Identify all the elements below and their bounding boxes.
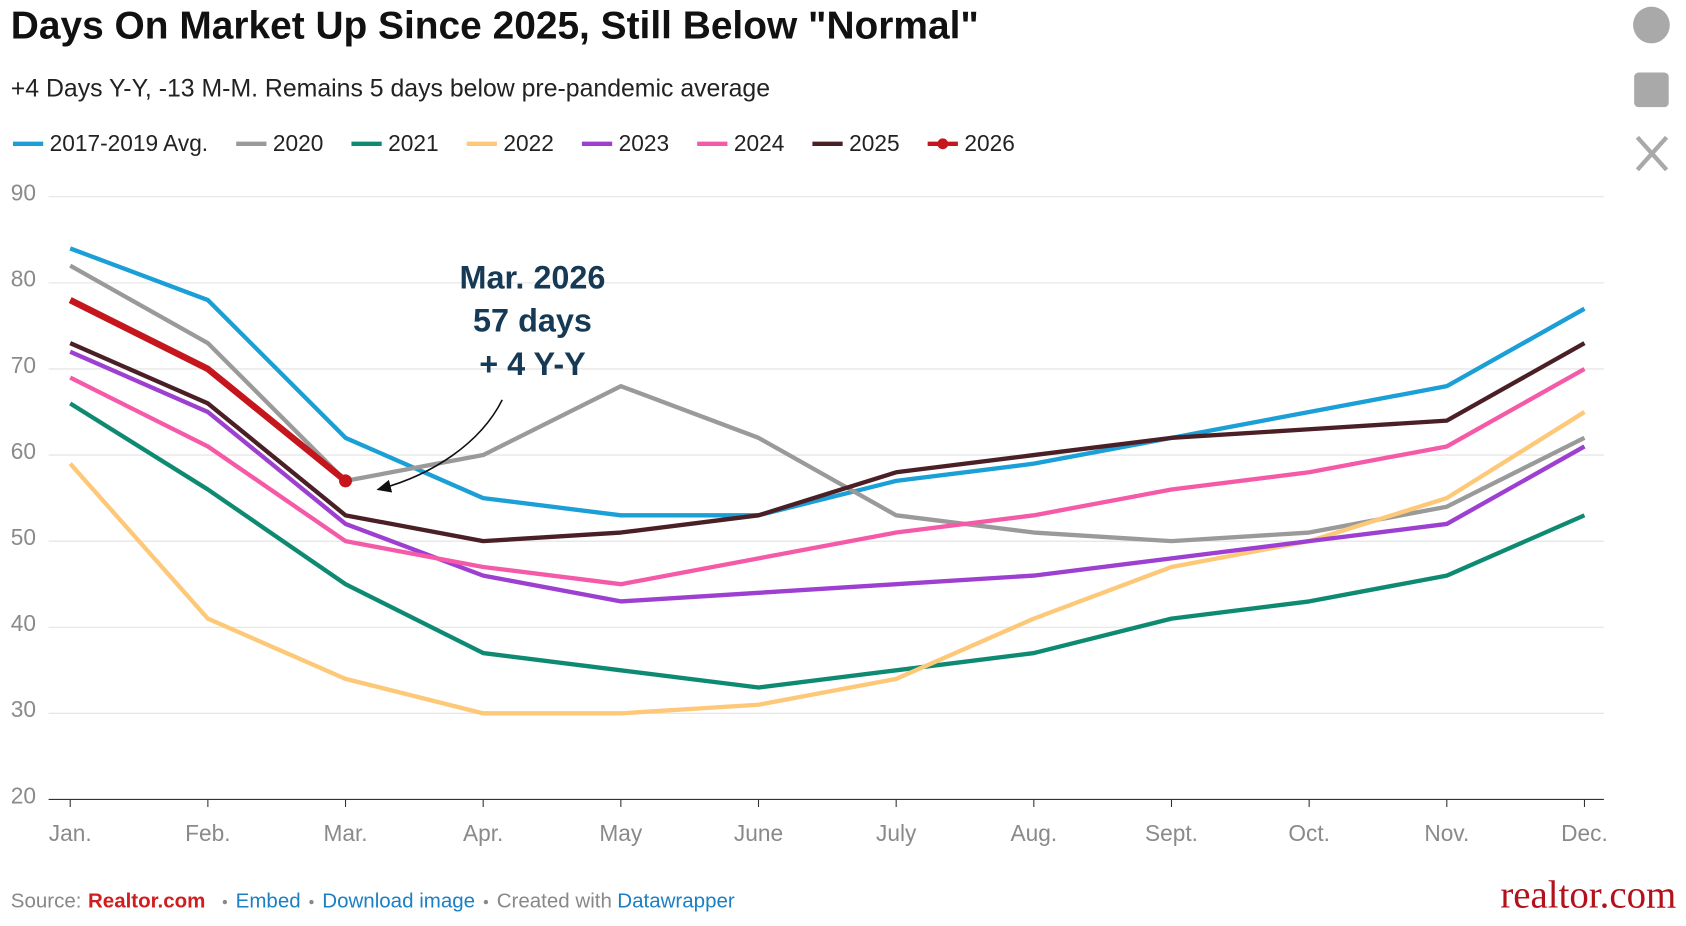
legend-label: 2024 <box>734 130 784 156</box>
y-tick-label: 90 <box>11 180 36 206</box>
y-tick-label: 60 <box>11 438 36 464</box>
grid: 20 30 40 50 60 70 80 90 Jan. Feb. Mar. Apr. May June J… <box>11 180 1608 846</box>
source-label: Source: <box>11 889 82 912</box>
y-tick-label: 40 <box>11 610 36 636</box>
created-with: Created with <box>497 889 612 912</box>
chart-title: Days On Market Up Since 2025, Still Belo… <box>11 5 979 48</box>
separator <box>222 899 228 905</box>
x-tick-label: Mar. <box>323 820 367 846</box>
series-line <box>69 401 1586 690</box>
share-icons <box>1633 6 1670 172</box>
legend-label: 2017-2019 Avg. <box>50 130 208 156</box>
series-line <box>68 297 348 484</box>
linkedin-icon[interactable] <box>1634 72 1669 108</box>
logo: realtor.com <box>1500 874 1676 917</box>
y-tick-label: 20 <box>11 782 36 808</box>
legend-label: 2021 <box>388 130 438 156</box>
download-link[interactable]: Download image <box>322 889 475 912</box>
embed-link[interactable]: Embed <box>236 889 301 912</box>
legend-dot <box>937 138 949 150</box>
separator <box>483 899 489 905</box>
x-tick-label: Dec. <box>1561 820 1608 846</box>
legend: 2017-2019 Avg. 2020 2021 2022 2023 2024 2025 20… <box>12 130 1015 156</box>
chart-subtitle: +4 Days Y-Y, -13 M-M. Remains 5 days bel… <box>11 75 770 102</box>
series-line <box>68 410 1586 716</box>
facebook-icon[interactable] <box>1633 6 1670 44</box>
legend-label: 2022 <box>503 130 553 156</box>
annotation: Mar. 2026 57 days + 4 Y-Y <box>460 259 606 381</box>
legend-label: 2023 <box>619 130 669 156</box>
series-line <box>69 263 1586 544</box>
x-tick-label: Apr. <box>463 820 503 846</box>
x-tick-label: Sept. <box>1145 820 1198 846</box>
x-tick-label: Oct. <box>1288 820 1330 846</box>
y-tick-label: 80 <box>11 266 36 292</box>
annotation-arrow <box>376 399 503 493</box>
lines <box>68 246 1586 716</box>
end-point <box>339 474 353 488</box>
legend-label: 2025 <box>849 130 899 156</box>
footer: Source: Realtor.com Embed Download image… <box>11 874 1676 917</box>
series-line <box>69 349 1586 604</box>
source-link[interactable]: Realtor.com <box>88 889 205 912</box>
annotation-line: + 4 Y-Y <box>479 346 586 382</box>
series-line <box>69 246 1586 518</box>
series-line <box>69 367 1586 587</box>
series-line <box>69 341 1586 544</box>
y-tick-label: 70 <box>11 352 36 378</box>
x-tick-label: June <box>734 820 783 846</box>
x-tick-label: Aug. <box>1011 820 1058 846</box>
y-tick-label: 30 <box>11 696 36 722</box>
x-tick-label: Nov. <box>1424 820 1469 846</box>
x-tick-label: May <box>599 820 642 846</box>
tool-link[interactable]: Datawrapper <box>617 889 735 912</box>
separator <box>309 899 314 905</box>
x-tick-label: Jan. <box>49 820 92 846</box>
x-icon[interactable] <box>1635 135 1669 172</box>
legend-label: 2026 <box>964 130 1014 156</box>
legend-label: 2020 <box>273 130 323 156</box>
x-tick-label: Feb. <box>185 820 230 846</box>
x-tick-label: July <box>876 820 917 846</box>
annotation-line: 57 days <box>473 303 592 339</box>
annotation-line: Mar. 2026 <box>460 259 606 295</box>
y-tick-label: 50 <box>11 524 36 550</box>
